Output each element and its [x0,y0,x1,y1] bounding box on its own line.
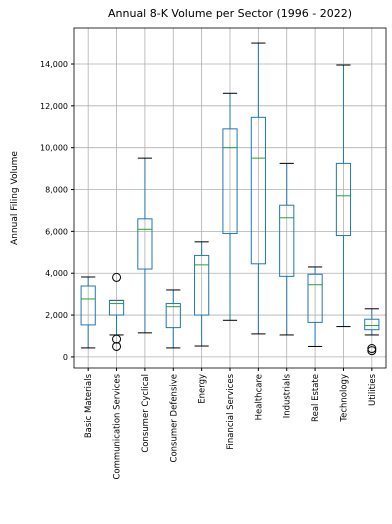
y-tick-label: 6,000 [45,227,68,236]
x-tick-label: Communication Services [113,373,123,479]
chart-title: Annual 8-K Volume per Sector (1996 - 202… [108,7,352,20]
x-tick-label: Industrials [283,373,293,418]
y-tick-label: 10,000 [40,144,68,153]
plot-frame [73,27,387,369]
flier [367,344,377,354]
x-tick-label: Technology [339,374,349,423]
flier [112,334,122,344]
box [222,128,238,234]
x-tick-label: Energy [198,374,208,404]
x-tick-label: Consumer Defensive [169,374,179,462]
x-tick-label: Consumer Cyclical [141,374,151,453]
y-tick-label: 12,000 [40,102,68,111]
x-tick-label: Financial Services [226,373,236,449]
flier [112,272,122,282]
y-tick-label: 14,000 [40,60,68,69]
x-tick-label: Basic Materials [84,373,94,438]
y-tick-label: 8,000 [45,186,68,195]
y-tick-label: 4,000 [45,269,68,278]
box [165,303,181,329]
box [137,218,153,270]
x-tick-label: Utilities [368,373,378,406]
flier [367,346,377,356]
box [335,162,352,237]
flier [112,341,122,351]
y-axis-label: Annual Filing Volume [10,151,20,245]
box [80,285,96,326]
box [364,318,380,331]
box [250,116,266,265]
box [108,299,125,316]
box [307,273,323,323]
y-tick-label: 0 [63,353,68,362]
x-tick-label: Healthcare [254,374,264,420]
y-tick-label: 2,000 [45,311,68,320]
box [279,204,295,277]
x-tick-label: Real Estate [311,374,321,422]
box [194,254,210,316]
